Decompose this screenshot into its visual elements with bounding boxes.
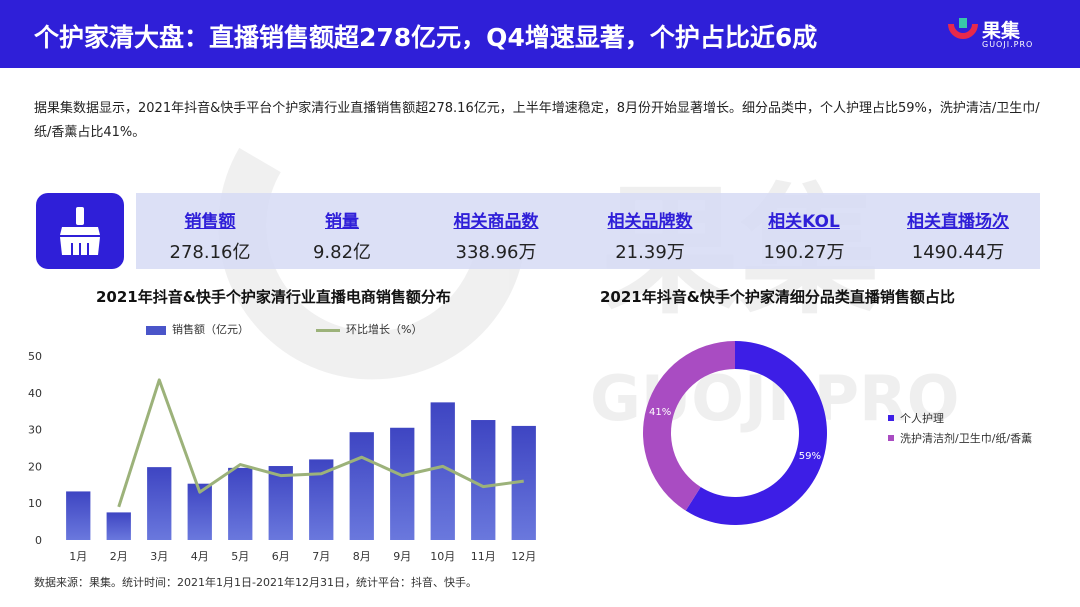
summary-text: 据果集数据显示，2021年抖音&快手平台个护家清行业直播销售额超278.16亿元…: [34, 101, 1040, 140]
stat-value: 9.82亿: [312, 242, 372, 263]
x-tick-label: 11月: [471, 550, 496, 563]
stat-kol: 相关KOL 190.27万: [729, 207, 879, 264]
stat-products: 相关商品数 338.96万: [421, 207, 571, 264]
donut-chart-title: 2021年抖音&快手个护家清细分品类直播销售额占比: [600, 288, 955, 306]
stat-label: 销量: [325, 212, 359, 232]
logo-subtitle: GUOJI.PRO: [982, 40, 1034, 49]
bar: [106, 512, 131, 540]
y-tick-label: 50: [28, 350, 42, 363]
bar: [349, 432, 374, 540]
stat-value: 338.96万: [455, 242, 537, 263]
logo-icon: [948, 18, 978, 39]
donut-slice: [685, 341, 827, 525]
stat-volume: 销量 9.82亿: [267, 207, 417, 264]
stat-label: 相关KOL: [768, 212, 840, 232]
x-tick-label: 8月: [353, 550, 371, 563]
bar: [228, 467, 253, 540]
y-tick-label: 40: [28, 387, 42, 400]
stats-icon-box: [36, 193, 124, 269]
growth-line: [117, 378, 524, 508]
logo-name: 果集: [982, 20, 1021, 42]
donut-slice: [643, 341, 735, 511]
legend-bar-swatch: [146, 325, 166, 335]
stat-value: 190.27万: [763, 242, 845, 263]
data-source-note: 数据来源：果集。统计时间：2021年1月1日-2021年12月31日，统计平台：…: [34, 576, 477, 589]
x-tick-label: 4月: [191, 550, 209, 563]
stat-value: 1490.44万: [911, 242, 1005, 263]
x-tick-label: 10月: [430, 550, 455, 563]
bar: [268, 466, 293, 540]
bar: [66, 491, 91, 540]
bar-chart-title: 2021年抖音&快手个护家清行业直播电商销售额分布: [96, 288, 451, 306]
legend-line-swatch: [316, 328, 340, 332]
legend-bar-label: 销售额（亿元）: [172, 323, 249, 336]
legend-label: 洗护清洁剂/卫生巾/纸/香薰: [900, 431, 1032, 445]
legend-bar: 销售额（亿元）: [146, 321, 249, 337]
legend-line: 环比增长（%）: [316, 321, 422, 337]
stat-label: 相关商品数: [453, 212, 539, 232]
broom-icon: [60, 207, 100, 255]
x-tick-label: 2月: [110, 550, 128, 563]
slice-label: 41%: [649, 407, 671, 418]
header-bar: 个护家清大盘：直播销售额超278亿元，Q4增速显著，个护占比近6成 果集 GUO…: [0, 0, 1080, 68]
legend-swatch: [888, 435, 894, 441]
stat-live-sessions: 相关直播场次 1490.44万: [883, 207, 1033, 264]
stats-bar: 销售额 278.16亿 销量 9.82亿 相关商品数 338.96万 相关品牌数…: [136, 193, 1040, 269]
x-tick-label: 7月: [312, 550, 330, 563]
stat-label: 相关品牌数: [607, 212, 693, 232]
legend-label: 个人护理: [900, 411, 944, 425]
slice-label: 59%: [799, 451, 821, 462]
x-tick-label: 12月: [511, 550, 536, 563]
stat-label: 销售额: [184, 212, 236, 232]
donut-chart: 59% 个人护理 41% 洗护清洁剂/卫生巾/纸/香薰: [643, 341, 1032, 525]
stat-label: 相关直播场次: [907, 212, 1009, 232]
x-tick-label: 3月: [150, 550, 168, 563]
y-tick-label: 10: [28, 497, 42, 510]
stat-value: 278.16亿: [169, 242, 251, 263]
y-tick-label: 20: [28, 460, 42, 473]
bar: [390, 427, 415, 540]
page-title: 个护家清大盘：直播销售额超278亿元，Q4增速显著，个护占比近6成: [34, 23, 818, 52]
y-tick-label: 0: [35, 534, 42, 547]
legend-swatch: [888, 415, 894, 421]
stat-brands: 相关品牌数 21.39万: [575, 207, 725, 264]
stat-value: 21.39万: [615, 242, 685, 263]
x-tick-label: 6月: [272, 550, 290, 563]
x-tick-label: 1月: [69, 550, 87, 563]
x-tick-label: 9月: [393, 550, 411, 563]
bar: [147, 467, 172, 540]
x-tick-label: 5月: [231, 550, 249, 563]
brand-logo: 果集 GUOJI.PRO: [948, 12, 1058, 56]
bar-chart: 0 10 20 30 40 50 1月 2月 3月 4月 5月 6月 7月 8月 9月 10月 11月 12月: [28, 350, 536, 563]
y-tick-label: 30: [28, 424, 42, 437]
stat-sales: 销售额 278.16亿: [135, 207, 285, 264]
legend-line-label: 环比增长（%）: [346, 323, 423, 336]
bar: [471, 420, 496, 540]
